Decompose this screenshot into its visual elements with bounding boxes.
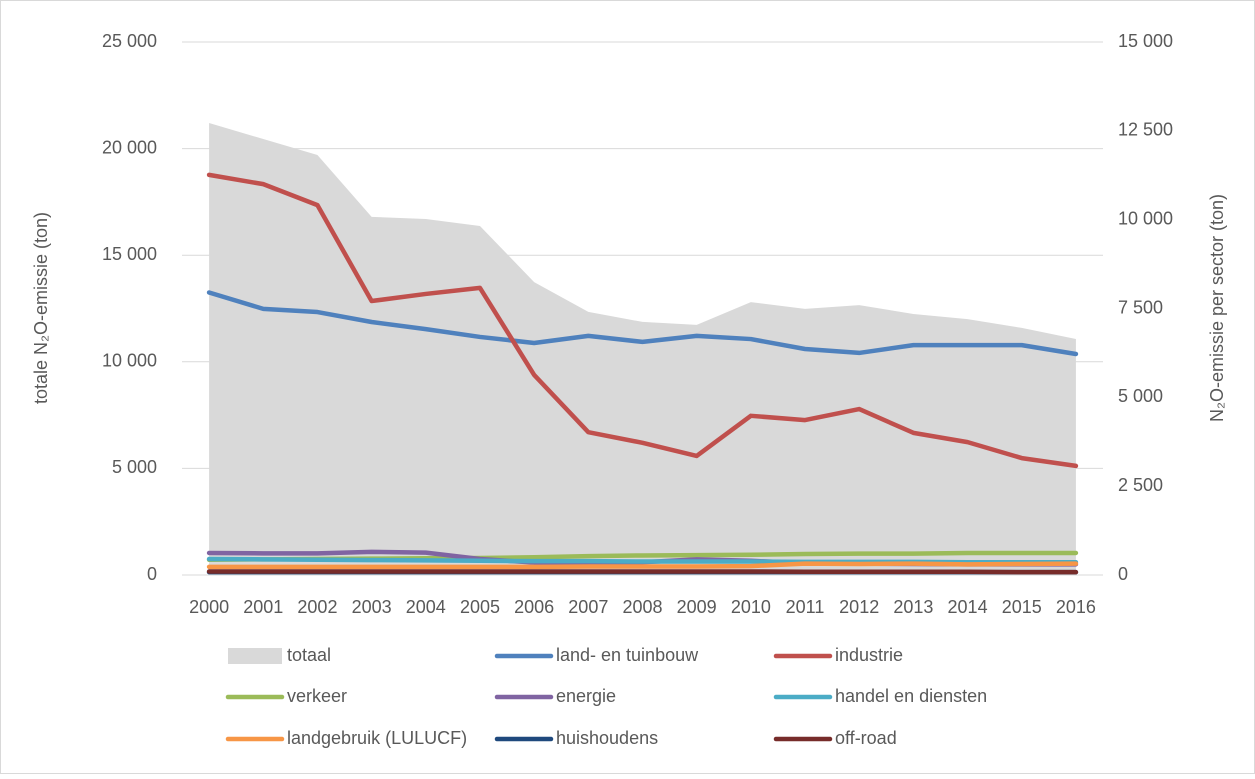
legend-label: industrie: [835, 645, 903, 665]
legend-label: energie: [556, 686, 616, 706]
legend-label: handel en diensten: [835, 686, 987, 706]
y-tick-label: 5 000: [112, 457, 157, 477]
x-tick-label: 2009: [677, 597, 717, 617]
x-tick-label: 2010: [731, 597, 771, 617]
y-axis-title: totale N₂O-emissie (ton): [31, 212, 51, 404]
legend-label: huishoudens: [556, 728, 658, 748]
legend-label: verkeer: [287, 686, 347, 706]
line: [206, 569, 1079, 575]
x-tick-label: 2000: [189, 597, 229, 617]
x-tick-label: 2003: [352, 597, 392, 617]
x-tick-label: 2014: [948, 597, 988, 617]
y-tick-label: 20 000: [102, 137, 157, 157]
y-tick-label: 25 000: [102, 31, 157, 51]
y2-tick-label: 5 000: [1118, 386, 1163, 406]
line: [206, 290, 1079, 357]
x-tick-label: 2015: [1002, 597, 1042, 617]
legend-label: totaal: [287, 645, 331, 665]
y2-tick-label: 10 000: [1118, 208, 1173, 228]
y-tick-label: 0: [147, 564, 157, 584]
line: [206, 561, 1079, 570]
y-tick-label: 15 000: [102, 244, 157, 264]
x-tick-label: 2004: [406, 597, 446, 617]
x-tick-label: 2007: [568, 597, 608, 617]
y2-tick-label: 15 000: [1118, 31, 1173, 51]
x-tick-label: 2006: [514, 597, 554, 617]
legend-swatch: [228, 648, 282, 664]
legend-label: land- en tuinbouw: [556, 645, 699, 665]
x-tick-label: 2011: [786, 597, 825, 617]
y2-tick-label: 0: [1118, 564, 1128, 584]
area: [209, 123, 1076, 576]
y2-axis-title: N₂O-emissie per sector (ton): [1207, 194, 1227, 422]
legend-label: off-road: [835, 728, 897, 748]
x-tick-label: 2002: [297, 597, 337, 617]
x-tick-label: 2001: [243, 597, 283, 617]
y2-tick-label: 2 500: [1118, 475, 1163, 495]
x-tick-label: 2013: [893, 597, 933, 617]
legend-label: landgebruik (LULUCF): [287, 728, 467, 748]
y2-tick-label: 7 500: [1118, 297, 1163, 317]
x-tick-label: 2005: [460, 597, 500, 617]
y2-tick-label: 12 500: [1118, 120, 1173, 140]
x-tick-label: 2016: [1056, 597, 1096, 617]
x-tick-label: 2012: [839, 597, 879, 617]
y-tick-label: 10 000: [102, 351, 157, 371]
x-tick-label: 2008: [622, 597, 662, 617]
line: [206, 172, 1079, 469]
